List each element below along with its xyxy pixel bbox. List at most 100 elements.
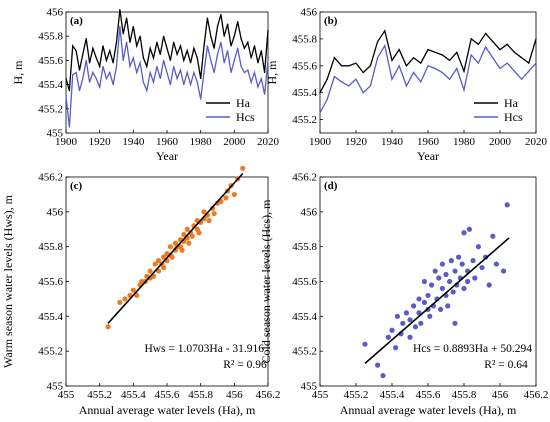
panel-a-series-hcs-point	[95, 77, 97, 80]
panel-a-series-ha-point	[200, 77, 202, 80]
panel-b-series-hcs-point	[348, 85, 350, 87]
panel-b-series-hcs-point	[362, 92, 364, 94]
panel-a-x-tick-label: 1980	[190, 136, 213, 148]
panel-b-series-ha-point	[499, 49, 501, 51]
panel-a-series-hcs-point	[264, 93, 266, 95]
panel-a-series-hcs-point	[152, 81, 155, 83]
panel-a-series-ha-point	[257, 62, 259, 64]
panel-b-series-ha-point	[528, 62, 530, 64]
panel-b-series-hcs-point	[506, 62, 508, 64]
panel-b-y-tick-label: 455.8	[292, 33, 317, 45]
panel-a-series-ha-point	[105, 59, 107, 62]
panel-a-y-axis-title: H, m	[11, 60, 25, 85]
panel-a-series-ha-point	[210, 35, 212, 37]
panel-d-data-point	[470, 258, 476, 264]
panel-c-x-tick-label: 455.4	[121, 389, 146, 401]
panel-a-series-hcs-point	[250, 81, 252, 83]
panel-a-series-ha-point	[169, 59, 171, 62]
panel-d-data-point	[459, 261, 465, 267]
panel-b-series-hcs-point	[492, 57, 494, 59]
panel-d-data-point	[432, 268, 438, 274]
panel-a-series-ha-point	[65, 77, 67, 80]
panel-b-series-hcs-point	[319, 112, 321, 114]
panel-a-series-hcs-point	[159, 77, 161, 80]
panel-d-data-point	[400, 320, 406, 326]
panel-b-series-hcs-point	[463, 89, 465, 91]
panel-b-series-hcs-point	[377, 57, 379, 59]
panel-d-y-axis-title: Cold season water levels (Hcs), m	[259, 199, 273, 364]
panel-c-data-point	[181, 231, 187, 238]
panel-a-series-hcs-point	[102, 65, 104, 68]
panel-b-x-tick-label: 1960	[417, 136, 440, 148]
panel-a-series-hcs-point	[163, 59, 165, 62]
panel-b-series-ha-point	[535, 38, 537, 40]
panel-c-y-tick-label: 455.4	[38, 311, 63, 323]
panel-d-y-tick-label: 455.6	[292, 276, 317, 288]
panel-c-data-point	[152, 261, 158, 267]
panel-d-data-point	[427, 313, 433, 319]
panel-b-series-hcs-point	[470, 54, 472, 56]
panel-a-series-hcs-point	[82, 77, 84, 80]
panel-a-series-ha-point	[260, 50, 262, 52]
panel-a-series-hcs-point	[156, 65, 158, 68]
panel-b-series-ha-point	[333, 57, 335, 59]
panel-c-data-point	[147, 268, 153, 274]
panel-d-data-point	[407, 317, 413, 323]
panel-b-series-ha-point	[398, 49, 400, 51]
panel-a-series-hcs-point	[183, 84, 185, 86]
panel-a-series-hcs-point	[173, 65, 175, 68]
panel-d-x-tick-label: 455.6	[416, 389, 441, 401]
panel-a-y-tick-label: 455	[47, 128, 64, 140]
panel-a-series-ha-point	[166, 47, 168, 49]
panel-b-series-ha-point	[477, 43, 479, 45]
panel-a-series-hcs-point	[223, 62, 225, 64]
panel-b-series-ha-point	[513, 51, 516, 53]
panel-d-data-point	[439, 285, 445, 292]
panel-d-data-point	[501, 268, 507, 274]
panel-b-series-hcs-point	[441, 71, 443, 74]
panel-b-legend-label-ha: Ha	[504, 96, 519, 110]
panel-b-series-ha-point	[413, 57, 415, 59]
panel-d-data-point	[429, 282, 435, 288]
panel-a-series-hcs-point	[139, 62, 141, 64]
panel-b-series-hcs-point	[391, 78, 393, 80]
panel-a-series-ha-point	[115, 41, 118, 43]
panel-a-y-tick-label: 456	[47, 7, 64, 19]
panel-d-regression-equation: Hcs = 0.8893Ha + 50.294	[413, 343, 532, 355]
panel-a-series-hcs-point	[176, 77, 178, 80]
panel-a-series-ha-point	[186, 50, 188, 52]
panel-a-series-hcs-point	[200, 98, 202, 100]
panel-b-series-ha-point	[441, 54, 443, 56]
panel-d-x-axis-title: Annual average water levels (Ha), m	[340, 403, 517, 417]
panel-c-y-tick-label: 455.8	[38, 241, 63, 253]
panel-a-series-hcs-point	[213, 71, 215, 74]
panel-d-data-point	[394, 313, 400, 319]
panel-a-series-hcs-point	[216, 53, 219, 55]
panel-a-y-tick-label: 455.8	[38, 31, 63, 43]
panel-a-series-hcs-point	[196, 81, 198, 83]
panel-b-series-hcs-point	[456, 67, 458, 70]
panel-c-x-tick-label: 455.6	[155, 389, 180, 401]
panel-a-series-ha-point	[240, 38, 242, 40]
panel-a-series-hcs-point	[146, 90, 148, 92]
panel-a-series-ha-point	[126, 17, 128, 19]
panel-a-series-ha-point	[109, 50, 111, 52]
panel-b-series-hcs-point	[398, 65, 400, 67]
panel-b-series-ha-point	[427, 49, 429, 51]
panel-c-x-tick-label: 455.2	[87, 389, 112, 401]
panel-b-series-hcs-point	[449, 78, 451, 80]
panel-a-series-hcs-point	[203, 71, 205, 74]
panel-a-y-tick-label: 455.2	[38, 103, 63, 115]
panel-a-series-hcs-point	[105, 77, 107, 80]
panel-d-r-squared: R² = 0.64	[484, 359, 528, 371]
panel-c-x-tick-label: 455	[58, 389, 75, 401]
panel-a-label: (a)	[70, 15, 83, 27]
panel-a-series-ha-point	[129, 41, 131, 43]
panel-b-series-ha-point	[391, 59, 393, 62]
panel-a-series-ha-point	[142, 57, 145, 59]
panel-a-series-ha-point	[193, 47, 195, 49]
panel-a-series-hcs-point	[109, 71, 111, 74]
panel-a-series-ha-point	[78, 69, 81, 71]
panel-a-series-ha-point	[163, 35, 165, 37]
panel-d-data-point	[466, 226, 472, 232]
